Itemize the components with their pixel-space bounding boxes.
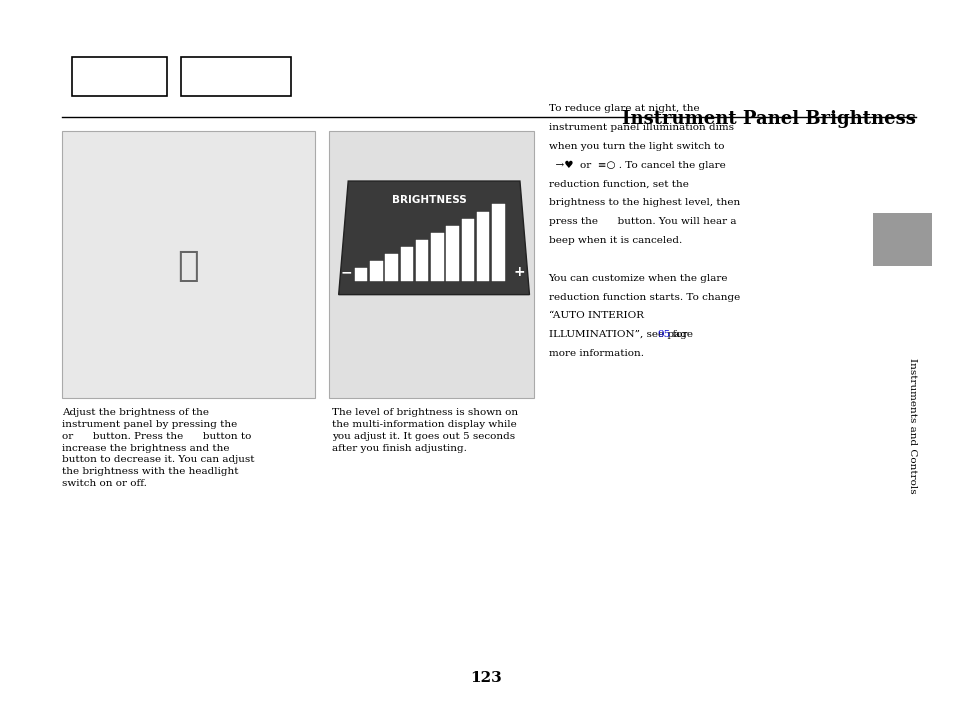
Text: BRIGHTNESS: BRIGHTNESS [392,195,466,205]
Text: beep when it is canceled.: beep when it is canceled. [548,236,681,245]
Bar [62,131,314,398]
Text: reduction function, set the: reduction function, set the [548,180,688,189]
Bar [446,226,458,281]
Text: ✋: ✋ [177,249,198,283]
Text: +: + [513,265,524,279]
Text: more information.: more information. [548,349,643,358]
Text: reduction function starts. To change: reduction function starts. To change [548,293,739,302]
Text: press the      button. You will hear a: press the button. You will hear a [548,217,736,226]
Text: instrument panel illumination dims: instrument panel illumination dims [548,123,733,132]
Bar [492,204,504,281]
Bar [181,57,291,96]
Bar [461,219,474,281]
Text: Instruments and Controls: Instruments and Controls [907,358,917,494]
Bar [385,254,397,281]
Bar [431,233,443,281]
Text: ILLUMINATION”, see page: ILLUMINATION”, see page [548,330,695,339]
Polygon shape [338,181,529,295]
Text: 123: 123 [470,671,502,685]
Bar [400,247,413,281]
Bar [416,240,428,281]
Text: The level of brightness is shown on
the multi-information display while
you adju: The level of brightness is shown on the … [332,408,517,453]
Text: 95: 95 [657,330,670,339]
Bar [329,131,534,398]
Text: for: for [665,330,687,339]
Bar [476,212,489,281]
Text: “AUTO INTERIOR: “AUTO INTERIOR [548,311,643,320]
Text: You can customize when the glare: You can customize when the glare [548,273,727,283]
Text: brightness to the highest level, then: brightness to the highest level, then [548,199,739,207]
Text: →♥  or  ≡○ . To cancel the glare: →♥ or ≡○ . To cancel the glare [548,161,724,170]
Bar [355,268,367,281]
Bar [71,57,167,96]
Text: To reduce glare at night, the: To reduce glare at night, the [548,104,699,114]
Text: when you turn the light switch to: when you turn the light switch to [548,142,723,151]
Text: −: − [340,265,352,279]
Bar [370,261,382,281]
Text: Adjust the brightness of the
instrument panel by pressing the
or      button. Pr: Adjust the brightness of the instrument … [62,408,254,488]
Bar [872,213,931,266]
Text: Instrument Panel Brightness: Instrument Panel Brightness [621,110,915,128]
